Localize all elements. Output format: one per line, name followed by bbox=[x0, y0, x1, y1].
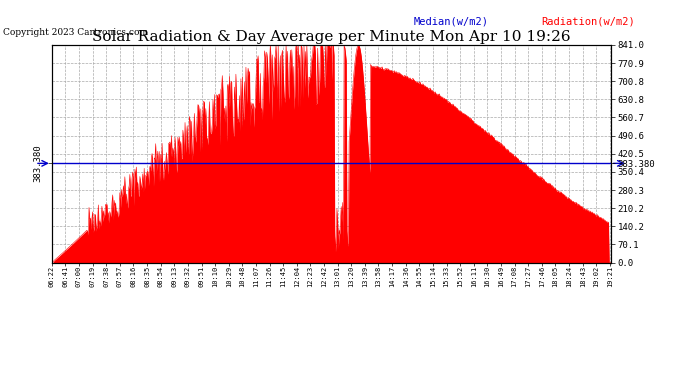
Text: Copyright 2023 Cartronics.com: Copyright 2023 Cartronics.com bbox=[3, 28, 148, 37]
Text: Radiation(w/m2): Radiation(w/m2) bbox=[542, 17, 635, 27]
Text: Median(w/m2): Median(w/m2) bbox=[414, 17, 489, 27]
Title: Solar Radiation & Day Average per Minute Mon Apr 10 19:26: Solar Radiation & Day Average per Minute… bbox=[92, 30, 571, 44]
